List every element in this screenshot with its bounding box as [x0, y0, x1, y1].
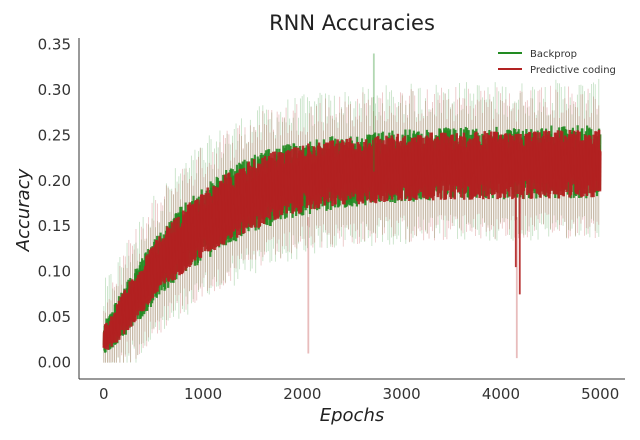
y-tick-label: 0.00: [38, 354, 71, 372]
y-tick-label: 0.30: [38, 81, 71, 99]
x-tick-label: 1000: [184, 385, 222, 403]
series-noise: [102, 53, 602, 359]
legend-item-backprop: Backprop: [498, 49, 577, 60]
y-tick-label: 0.15: [38, 217, 71, 235]
y-tick-label: 0.35: [38, 35, 71, 53]
x-tick-label: 4000: [482, 385, 520, 403]
x-axis-label: Epochs: [320, 405, 385, 426]
y-tick-label: 0.25: [38, 126, 71, 144]
legend: Backprop Predictive coding: [498, 49, 616, 76]
x-tick-label: 3000: [383, 385, 421, 403]
y-tick-label: 0.10: [38, 263, 71, 281]
series-line-predictive-coding: [102, 129, 602, 350]
x-tick-label: 2000: [283, 385, 321, 403]
legend-label: Predictive coding: [530, 65, 616, 76]
y-axis-label: Accuracy: [13, 168, 34, 252]
legend-label: Backprop: [530, 49, 577, 60]
x-tick-label: 0: [99, 385, 109, 403]
chart-title: RNN Accuracies: [269, 11, 435, 35]
legend-item-predictive-coding: Predictive coding: [498, 65, 616, 76]
x-tick-label: 5000: [581, 385, 619, 403]
x-ticks: 0 1000 2000 3000 4000 5000: [99, 385, 619, 403]
y-tick-label: 0.05: [38, 308, 71, 326]
y-ticks: 0.00 0.05 0.10 0.15 0.20 0.25 0.30 0.35: [38, 35, 71, 371]
y-tick-label: 0.20: [38, 172, 71, 190]
